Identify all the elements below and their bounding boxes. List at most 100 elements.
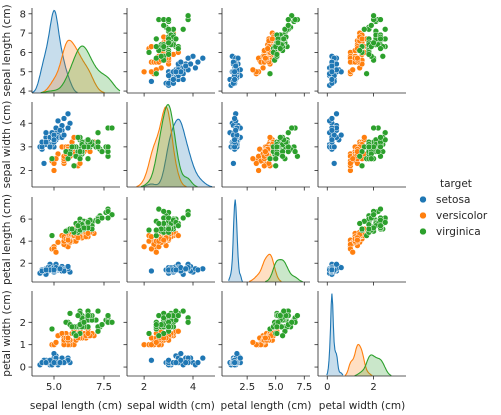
point-virginica — [165, 26, 172, 33]
point-setosa — [56, 265, 64, 272]
point-virginica — [80, 224, 88, 232]
point-virginica — [288, 124, 295, 132]
point-virginica — [104, 143, 112, 151]
point-versicolor — [64, 236, 72, 244]
point-versicolor — [269, 35, 276, 43]
panel-petal-width-vs-sepal-length: 5.0 7.5 0 1 2 — [20, 291, 120, 393]
kde-fill-virginica — [354, 354, 392, 376]
point-versicolor — [140, 243, 148, 250]
point-virginica — [272, 155, 279, 162]
point-virginica — [165, 39, 172, 46]
kde-line-virginica — [265, 259, 303, 283]
point-setosa — [40, 160, 48, 167]
point-virginica — [382, 219, 389, 226]
point-virginica — [84, 136, 92, 143]
x-tick-label: 2 — [370, 382, 376, 393]
kde-line-virginica — [354, 354, 392, 377]
point-virginica — [382, 26, 389, 33]
point-setosa — [42, 129, 50, 136]
y-tick-label: 8 — [20, 9, 26, 20]
point-virginica — [274, 39, 282, 46]
x-tick-label: 2 — [141, 382, 147, 393]
point-virginica — [180, 26, 187, 33]
y-tick-label: 4 — [20, 119, 26, 130]
point-virginica — [370, 124, 377, 132]
point-versicolor — [84, 330, 92, 337]
point-setosa — [237, 354, 244, 362]
point-virginica — [98, 148, 106, 155]
point-virginica — [273, 143, 281, 151]
point-virginica — [158, 53, 165, 60]
point-virginica — [172, 35, 180, 43]
kde-fill-virginica — [140, 104, 198, 187]
point-virginica — [280, 307, 287, 315]
point-virginica — [273, 323, 281, 330]
point-virginica — [277, 134, 284, 141]
point-setosa — [231, 115, 238, 122]
y-tick-label: 6 — [20, 215, 26, 226]
point-virginica — [285, 22, 292, 29]
kde-fill-virginica — [40, 46, 120, 93]
point-setosa — [199, 354, 206, 362]
point-virginica — [165, 51, 172, 58]
kde-fill-setosa — [32, 10, 78, 93]
point-virginica — [368, 155, 375, 162]
point-setosa — [170, 76, 177, 83]
point-virginica — [184, 211, 192, 218]
point-virginica — [98, 214, 106, 222]
point-virginica — [266, 155, 274, 162]
kde-line-versicolor — [40, 39, 105, 94]
kde-fill-versicolor — [136, 106, 187, 187]
point-virginica — [175, 45, 182, 52]
panel-sepal-length-vs-sepal-length: 4 5 6 7 8 — [20, 8, 121, 98]
panel-sepal-length-vs-petal-width — [314, 8, 406, 97]
point-virginica — [277, 45, 284, 52]
point-setosa — [42, 359, 50, 366]
point-setosa — [333, 261, 340, 268]
point-virginica — [94, 129, 102, 136]
point-virginica — [84, 155, 92, 162]
point-virginica — [66, 150, 74, 158]
point-virginica — [368, 22, 375, 29]
point-setosa — [192, 64, 199, 72]
point-virginica — [365, 225, 373, 233]
point-virginica — [377, 134, 384, 141]
point-setosa — [165, 72, 172, 79]
legend-marker-setosa — [419, 195, 427, 204]
x-tick-label: 7.5 — [96, 382, 112, 393]
point-setosa — [231, 68, 238, 75]
point-setosa — [172, 266, 180, 274]
point-virginica — [104, 208, 112, 215]
point-virginica — [84, 219, 92, 226]
legend-label-versicolor: versicolor — [436, 210, 488, 222]
point-virginica — [365, 143, 373, 151]
point-virginica — [291, 148, 299, 155]
point-virginica — [370, 12, 377, 19]
point-versicolor — [74, 234, 82, 241]
point-virginica — [68, 143, 76, 151]
point-virginica — [84, 312, 92, 319]
panel-petal-length-vs-petal-length — [218, 197, 310, 286]
point-virginica — [153, 226, 160, 234]
point-versicolor — [249, 66, 257, 73]
point-setosa — [182, 359, 189, 366]
point-versicolor — [266, 134, 274, 141]
point-virginica — [74, 222, 82, 229]
point-virginica — [356, 47, 363, 54]
point-virginica — [363, 70, 370, 77]
point-virginica — [165, 323, 172, 330]
panel-sepal-length-vs-sepal-width — [123, 8, 215, 97]
x-tick-label: 4 — [190, 382, 196, 393]
point-versicolor — [262, 55, 269, 62]
kde-fill-versicolor — [345, 344, 373, 376]
point-setosa — [60, 115, 68, 122]
point-virginica — [76, 148, 84, 155]
kde-line-setosa — [228, 199, 243, 282]
point-versicolor — [140, 68, 148, 75]
x-tick-label: 0 — [324, 382, 330, 393]
point-virginica — [184, 12, 192, 19]
point-virginica — [68, 323, 76, 330]
legend-marker-virginica — [419, 227, 427, 236]
kde-line-versicolor — [344, 343, 373, 376]
